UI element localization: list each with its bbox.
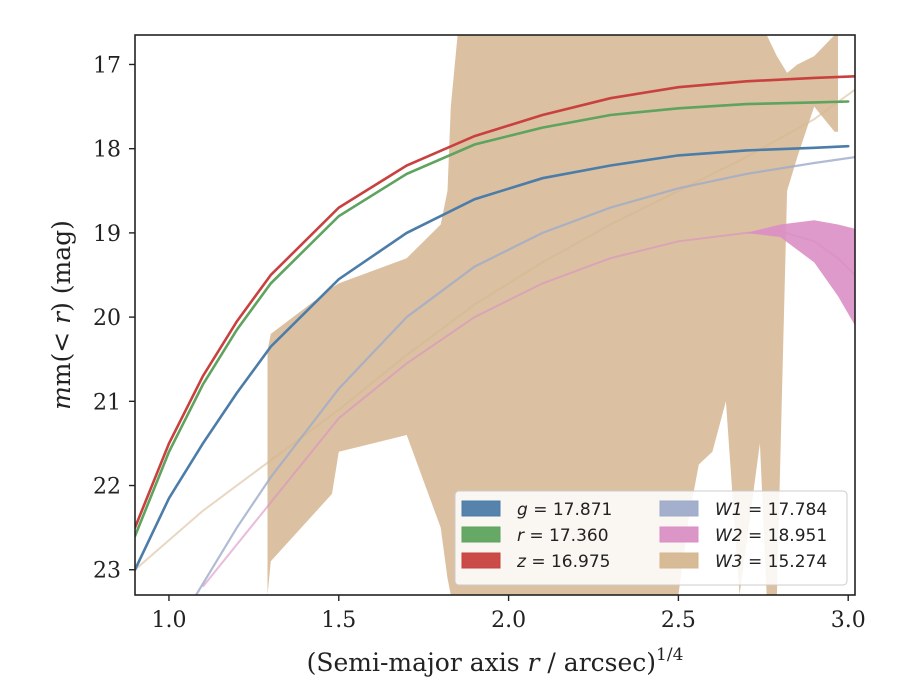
legend-label-w1: W1 = 17.784 [715,500,827,520]
legend-value: = 17.360 [524,526,609,546]
y-axis-label-m: m [47,386,76,410]
plot-area [135,35,855,595]
legend-variable: W3 [715,552,743,572]
y-axis-label-suffix: ) (mag) [47,220,76,312]
legend-swatch-z [461,552,501,569]
plot-frame [134,34,856,596]
x-tick-label: 1.5 [321,608,356,633]
y-tick-label: 22 [93,475,121,500]
x-axis-label: (Semi-major axis r / arcsec)1/4 [307,645,684,677]
x-axis-label-prefix: (Semi-major axis [307,648,528,677]
legend-swatch-g [461,500,501,517]
axis-ticks: 1.0 1.5 2.0 2.5 3.0 17 18 19 20 21 22 23 [93,53,866,633]
legend-variable: r [517,526,525,546]
series-r-line [135,100,850,538]
legend-variable: W2 [715,526,743,546]
x-tick-label: 2.0 [491,608,526,633]
legend-label-w3: W3 = 15.274 [715,552,827,572]
legend-value: = 17.871 [528,500,613,520]
y-axis-label-variable: r [47,310,76,324]
legend-value: = 15.274 [743,552,828,572]
series-w3-band [267,35,838,595]
legend-swatch-w3 [659,552,699,569]
legend-variable: g [517,500,528,520]
x-tick-label: 3.0 [831,608,866,633]
y-axis-label: mm(< r) (mag) [47,220,76,410]
y-tick-label: 20 [93,306,121,331]
y-axis-label-prefix: m(< [47,324,76,386]
x-axis-label-exponent: 1/4 [656,645,683,665]
y-tick-label: 19 [93,222,121,247]
series-g-line [135,144,850,571]
legend-value: = 18.951 [743,526,828,546]
legend-label-r: r = 17.360 [517,526,609,546]
legend-label-w2: W2 = 18.951 [715,526,827,546]
legend-variable: W1 [715,500,743,520]
x-axis-label-suffix: / arcsec) [539,648,656,677]
legend-box [454,490,848,586]
legend-swatch-w1 [659,500,699,517]
series-w2-model-line [202,230,855,588]
legend-variable: z [516,552,527,572]
x-axis-label-variable: r [528,648,542,677]
x-tick-label: 2.5 [661,608,696,633]
y-tick-label: 21 [93,390,121,415]
legend-value: = 16.975 [526,552,611,572]
legend-value: = 17.784 [743,500,828,520]
series-w1-line [195,156,855,595]
legend-label-z: z = 16.975 [516,552,610,572]
legend-swatch-w2 [659,526,699,543]
y-tick-label: 17 [93,53,121,78]
y-tick-label: 18 [93,138,121,163]
legend-label-g: g = 17.871 [517,500,612,520]
series-z-line [135,75,855,529]
x-tick-label: 1.0 [151,608,186,633]
legend-swatch-r [461,526,501,543]
y-tick-label: 23 [93,559,121,584]
